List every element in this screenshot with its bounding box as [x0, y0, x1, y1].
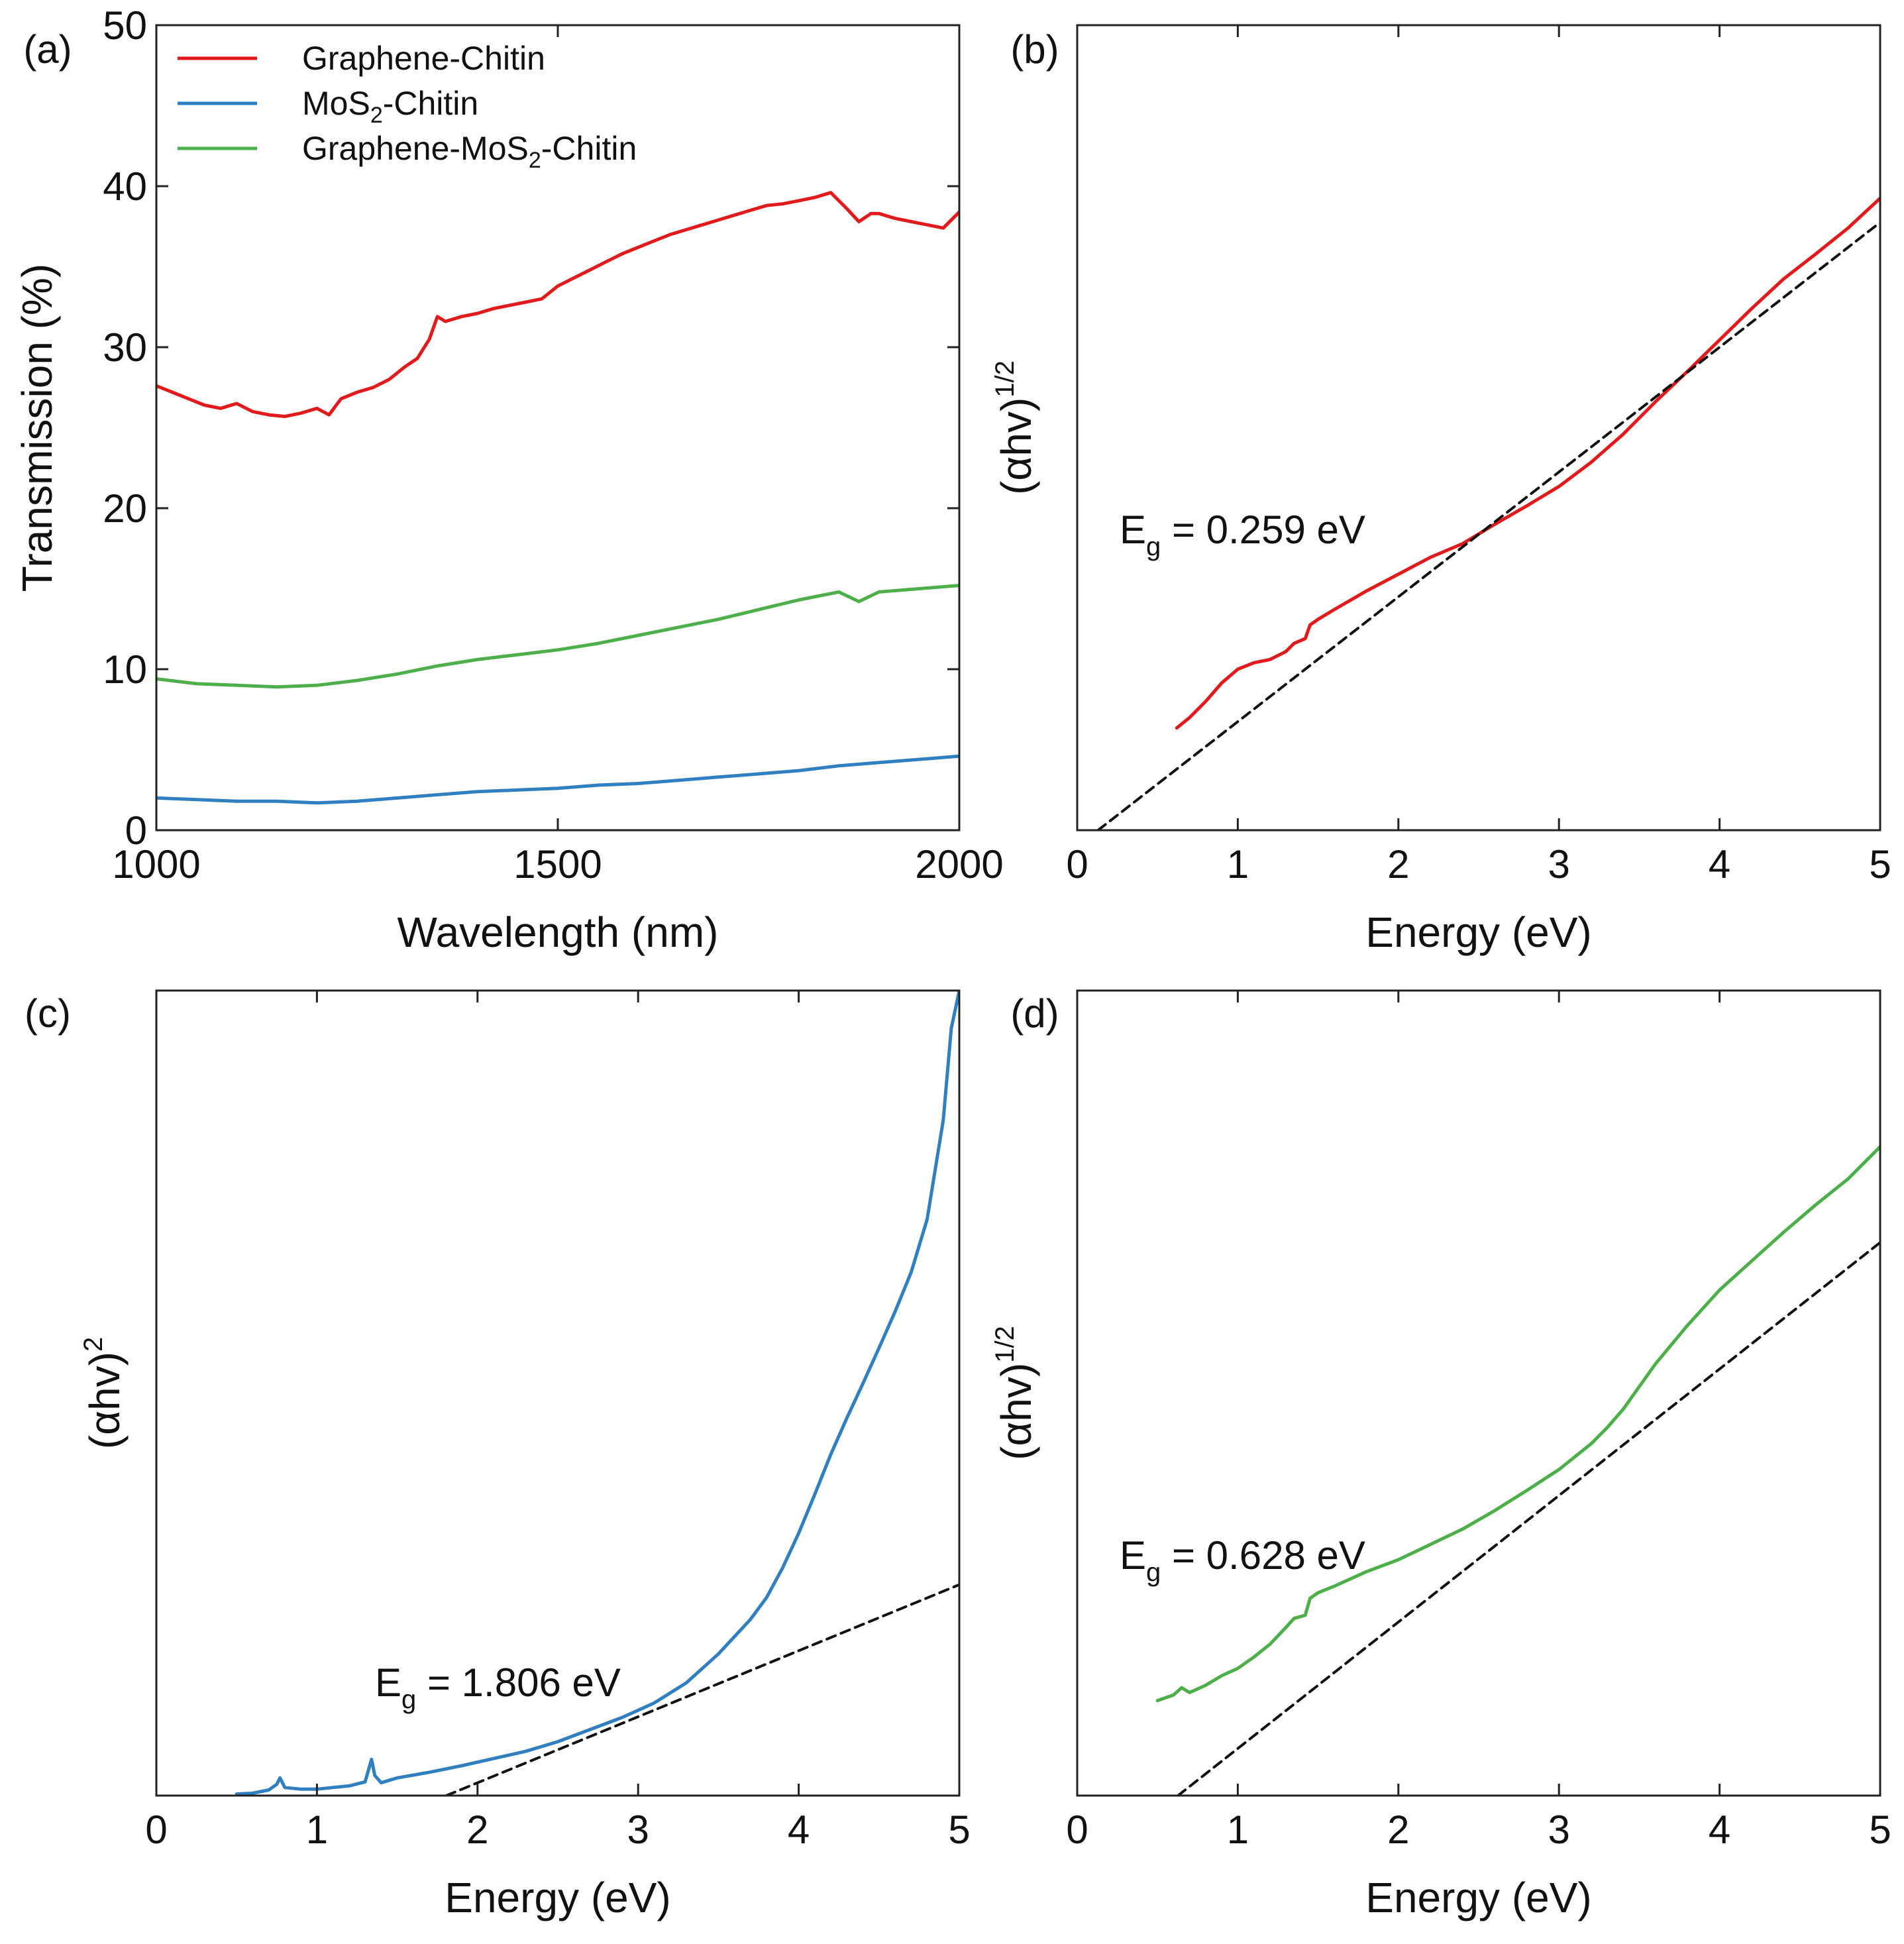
fit-line	[1177, 1241, 1880, 1796]
legend-entry-main: Graphene-MoS	[302, 130, 529, 167]
legend-entry: Graphene-Chitin	[302, 40, 545, 77]
x-tick-label: 4	[1709, 1808, 1730, 1852]
annotation-tail: = 0.259 eV	[1161, 508, 1365, 552]
series-line	[235, 991, 959, 1796]
x-tick-label: 1500	[513, 842, 602, 887]
x-axis-title: Energy (eV)	[445, 1874, 670, 1921]
series-group	[156, 191, 959, 805]
annotation-tail: = 0.628 eV	[1161, 1533, 1365, 1578]
x-axis-title: Wavelength (nm)	[397, 908, 719, 956]
legend-entry-tail: -Chitin	[541, 130, 637, 167]
x-tick-label: 4	[1709, 842, 1730, 887]
x-tick-label: 5	[948, 1808, 970, 1852]
x-tick-label: 3	[1548, 1808, 1570, 1852]
annotation-sub: g	[1146, 532, 1161, 561]
x-tick-label: 2	[466, 1808, 488, 1852]
band-gap-annotation: Eg = 0.259 eV	[1120, 508, 1365, 561]
legend-entry-main: Graphene-Chitin	[302, 40, 545, 77]
x-tick-label: 5	[1869, 1808, 1891, 1852]
y-axis-title-sup: 1/2	[990, 1326, 1020, 1363]
x-tick-label: 5	[1869, 842, 1891, 887]
annotation-main: E	[1120, 508, 1146, 552]
y-tick-label: 50	[103, 3, 147, 48]
x-tick-label: 0	[1066, 1808, 1088, 1852]
annotation-sub: g	[401, 1685, 416, 1714]
y-axis-title: (αhv)2	[79, 1337, 129, 1449]
x-tick-label: 3	[627, 1808, 649, 1852]
series-line	[156, 754, 959, 805]
y-tick-label: 30	[103, 325, 147, 370]
fit-line	[1096, 221, 1880, 830]
plot-frame	[1076, 989, 1881, 1797]
series-group	[1155, 1145, 1880, 1796]
panel-d: 0 1 2 3 4 5 Energy (eV) (αhv)1/2 (d) Eg = 0.628 e…	[990, 989, 1891, 1921]
series-line	[156, 191, 959, 418]
x-tick-label: 2	[1387, 842, 1409, 887]
series-line	[1155, 1145, 1880, 1703]
y-axis-title-sup: 2	[79, 1337, 108, 1352]
y-axis-title-sup: 1/2	[990, 360, 1020, 398]
x-axis-title: Energy (eV)	[1365, 908, 1591, 956]
y-axis-title-main: (αhv)	[992, 398, 1040, 495]
series-line	[156, 584, 959, 689]
x-tick-label: 1	[1227, 842, 1249, 887]
x-tick-label: 1	[306, 1808, 328, 1852]
plot-frame	[1076, 24, 1881, 832]
panel-b: 0 1 2 3 4 5 Energy (eV) (αhv)1/2 (b) Eg = 0.259 e…	[990, 24, 1891, 956]
x-tick-label: 3	[1548, 842, 1570, 887]
x-tick-label: 0	[145, 1808, 167, 1852]
legend-entry: Graphene-MoS2-Chitin	[302, 130, 637, 173]
fit-line	[445, 1583, 959, 1796]
series-line	[1175, 196, 1880, 730]
y-axis-title: Transmission (%)	[13, 264, 61, 592]
x-tick-label: 4	[788, 1808, 810, 1852]
y-axis-title: (αhv)1/2	[990, 1326, 1040, 1460]
legend-entry: MoS2-Chitin	[302, 85, 478, 128]
x-axis-title: Energy (eV)	[1365, 1874, 1591, 1921]
annotation-main: E	[1120, 1533, 1146, 1578]
y-tick-label: 40	[103, 164, 147, 209]
legend-entry-tail: -Chitin	[383, 85, 478, 122]
x-tick-label: 1	[1227, 1808, 1249, 1852]
y-tick-label: 0	[125, 808, 147, 853]
series-group	[235, 991, 959, 1796]
legend-entry-sub: 2	[370, 103, 383, 128]
y-axis-title-main: (αhv)	[81, 1352, 129, 1449]
x-tick-label: 1000	[112, 842, 200, 887]
x-tick-label: 0	[1066, 842, 1088, 887]
x-tick-label: 2000	[915, 842, 1003, 887]
panel-letter: (b)	[1010, 27, 1059, 72]
y-tick-label: 20	[103, 486, 147, 531]
legend-entry-main: MoS	[302, 85, 370, 122]
panel-letter: (d)	[1010, 991, 1059, 1036]
panel-letter: (c)	[25, 991, 71, 1036]
annotation-main: E	[375, 1660, 401, 1705]
legend: Graphene-ChitinMoS2-ChitinGraphene-MoS2-…	[178, 40, 637, 173]
band-gap-annotation: Eg = 1.806 eV	[375, 1660, 621, 1714]
legend-entry-sub: 2	[529, 148, 541, 173]
annotation-tail: = 1.806 eV	[416, 1660, 621, 1705]
x-tick-label: 2	[1387, 1808, 1409, 1852]
y-axis-title-main: (αhv)	[992, 1363, 1040, 1460]
plot-frame	[155, 989, 961, 1797]
panel-a: 1000 1500 2000 0 10 20 30 40 50 Wavelength (nm) Tr…	[13, 3, 1004, 956]
band-gap-annotation: Eg = 0.628 eV	[1120, 1533, 1365, 1587]
series-group	[1096, 196, 1880, 830]
y-axis-title: (αhv)1/2	[990, 360, 1040, 495]
annotation-sub: g	[1146, 1558, 1161, 1587]
y-tick-label: 10	[103, 647, 147, 692]
y-axis-title-main: Transmission (%)	[13, 264, 61, 592]
panel-letter: (a)	[23, 27, 72, 72]
